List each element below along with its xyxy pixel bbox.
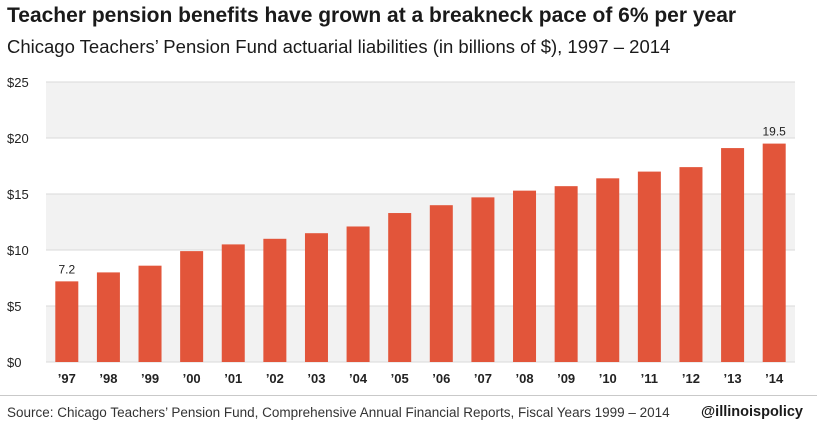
x-tick-label-1: ’98 (99, 371, 117, 386)
y-tick-label-4: $20 (7, 131, 29, 146)
data-label-0: 7.2 (58, 262, 75, 276)
x-tick-label-0: ’97 (58, 371, 76, 386)
y-tick-label-5: $25 (7, 75, 29, 90)
bar-10 (471, 197, 495, 362)
x-tick-label-14: ’11 (641, 371, 658, 386)
bar-5 (263, 238, 287, 362)
bar-6 (304, 233, 328, 362)
bar-8 (388, 213, 412, 362)
bar-4 (221, 244, 245, 362)
x-tick-label-5: ’02 (266, 371, 284, 386)
x-tick-label-2: ’99 (141, 371, 159, 386)
x-tick-label-7: ’04 (349, 371, 368, 386)
x-tick-label-16: ’13 (724, 371, 742, 386)
footer-divider (0, 395, 817, 396)
bar-16 (721, 148, 745, 362)
y-tick-label-2: $10 (7, 243, 29, 258)
x-tick-label-4: ’01 (224, 371, 242, 386)
x-tick-label-6: ’03 (307, 371, 325, 386)
bar-14 (637, 171, 661, 362)
x-tick-label-15: ’12 (682, 371, 700, 386)
y-tick-label-1: $5 (7, 299, 21, 314)
x-tick-label-3: ’00 (183, 371, 201, 386)
bar-9 (429, 205, 453, 362)
chart-subtitle: Chicago Teachers’ Pension Fund actuarial… (7, 36, 671, 57)
bar-3 (180, 251, 204, 362)
band-4 (46, 82, 795, 138)
social-handle: @illinoispolicy (701, 404, 803, 420)
bar-13 (596, 178, 620, 362)
y-tick-label-0: $0 (7, 355, 21, 370)
y-tick-label-3: $15 (7, 187, 29, 202)
data-label-17: 19.5 (763, 125, 787, 139)
x-tick-label-12: ’09 (557, 371, 575, 386)
band-2 (46, 194, 795, 250)
bar-7 (346, 226, 370, 362)
source-note: Source: Chicago Teachers’ Pension Fund, … (7, 405, 670, 420)
bar-11 (513, 190, 537, 362)
bar-12 (554, 186, 578, 362)
x-tick-label-17: ’14 (765, 371, 784, 386)
bar-2 (138, 265, 162, 362)
x-tick-label-9: ’06 (432, 371, 450, 386)
bar-15 (679, 167, 703, 362)
bar-1 (96, 272, 120, 362)
band-0 (46, 306, 795, 362)
x-tick-label-10: ’07 (474, 371, 492, 386)
x-tick-label-8: ’05 (391, 371, 409, 386)
bar-0 (55, 281, 79, 362)
x-tick-label-11: ’08 (515, 371, 533, 386)
chart-title: Teacher pension benefits have grown at a… (7, 4, 737, 27)
x-tick-label-13: ’10 (599, 371, 617, 386)
bar-17 (762, 143, 786, 362)
